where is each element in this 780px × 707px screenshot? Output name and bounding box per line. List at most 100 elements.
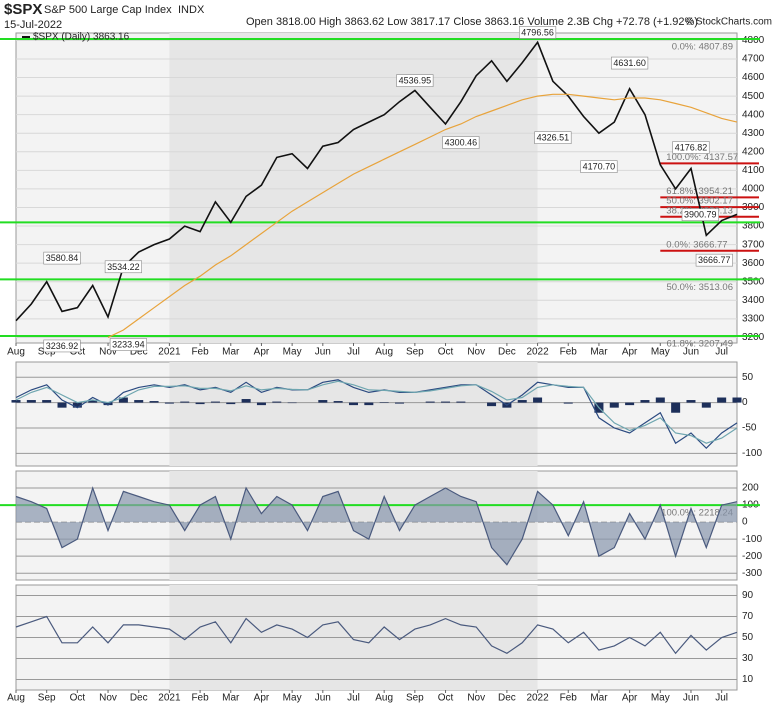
histogram-bar (88, 400, 98, 403)
x-tick-label: Sep (406, 347, 424, 358)
annotation: 4170.70 (583, 162, 616, 172)
y-tick-label: 4700 (742, 54, 765, 65)
histogram-bar (164, 402, 174, 404)
series-line (15, 40, 738, 322)
x-tick-label: Jul (347, 347, 360, 358)
fib-label: 61.8%: 3954.21 (666, 186, 733, 197)
annotation: 3236.92 (46, 341, 79, 351)
histogram-bar (333, 401, 343, 403)
series-area (16, 488, 737, 565)
x-tick-label: Sep (406, 693, 424, 704)
y-tick-label: 4200 (742, 146, 765, 157)
y-tick-label: 4100 (742, 165, 765, 176)
x-tick-label: 2021 (158, 693, 181, 704)
subtitle: S&P 500 Large Cap Index (44, 4, 172, 16)
annotation-box (104, 260, 142, 274)
x-tick-label: Apr (622, 347, 638, 358)
chart-title: $SPX (4, 1, 42, 18)
histogram-bar (379, 402, 389, 403)
histogram-bar (226, 402, 236, 405)
histogram-bar (701, 402, 711, 408)
histogram-bar (456, 401, 466, 403)
annotation-box (695, 253, 733, 267)
x-tick-label: Aug (7, 347, 25, 358)
x-tick-label: Nov (467, 347, 485, 358)
annotation: 4796.56 (521, 27, 554, 37)
x-tick-label: Feb (191, 347, 209, 358)
x-tick-label: Oct (438, 347, 454, 358)
histogram-bar (72, 402, 82, 408)
x-tick-label: 2022 (526, 693, 549, 704)
histogram-bar (348, 402, 358, 406)
x-tick-label: May (651, 347, 670, 358)
y-tick-label: -300 (742, 568, 762, 579)
x-tick-label: May (283, 693, 302, 704)
annotation-box (43, 251, 81, 265)
histogram-bar (686, 400, 696, 403)
y-tick-label: 0 (742, 397, 748, 408)
quote: Open 3818.00 High 3863.62 Low 3817.17 Cl… (246, 16, 698, 28)
x-tick-label: Apr (254, 347, 270, 358)
y-tick-label: 3800 (742, 221, 765, 232)
annotation: 3233.94 (112, 340, 145, 350)
x-tick-label: Dec (498, 693, 516, 704)
x-tick-label: Mar (590, 693, 608, 704)
annotation-box (519, 26, 557, 39)
y-tick-label: 3700 (742, 239, 765, 250)
histogram-bar (42, 400, 52, 403)
x-tick-label: Jul (715, 347, 728, 358)
fib-label: 50.0%: 3902.17 (666, 196, 733, 207)
x-tick-label: Feb (560, 693, 578, 704)
series-line (15, 380, 738, 444)
x-tick-label: Aug (375, 693, 393, 704)
histogram-bar (272, 401, 282, 403)
histogram-bar (487, 402, 497, 407)
annotation: 3900.79 (684, 210, 717, 220)
annotation-box (611, 56, 649, 70)
legend-label: $SPX (Daily) 3863.16 (33, 32, 130, 43)
fib-label: 100.0%: 4137.57 (666, 152, 738, 163)
histogram-bar (256, 402, 266, 406)
y-tick-label: 3500 (742, 276, 765, 287)
histogram-bar (517, 400, 527, 403)
y-tick-label: -100 (742, 534, 762, 545)
series-line (15, 486, 738, 566)
histogram-bar (11, 400, 21, 403)
y-tick-label: 4600 (742, 72, 765, 83)
histogram-bar (533, 397, 543, 403)
y-tick-label: 90 (742, 590, 754, 601)
y-tick-label: 200 (742, 483, 759, 494)
histogram-bar (26, 400, 36, 403)
histogram-bar (149, 401, 159, 403)
y-tick-label: 4400 (742, 109, 765, 120)
x-tick-label: Mar (222, 693, 240, 704)
histogram-bar (441, 401, 451, 403)
x-tick-label: Nov (467, 693, 485, 704)
y-tick-label: 0 (742, 517, 748, 528)
x-tick-label: Jun (315, 347, 331, 358)
x-tick-label: May (651, 693, 670, 704)
fib-label: 50.0%: 3513.06 (666, 282, 733, 293)
x-tick-label: Mar (590, 347, 608, 358)
x-tick-label: Aug (7, 693, 25, 704)
histogram-bar (134, 400, 144, 403)
x-tick-label: Sep (38, 693, 56, 704)
y-tick-label: 3300 (742, 314, 765, 325)
annotation-box (109, 338, 147, 351)
annotation-box (43, 339, 81, 353)
x-tick-label: Nov (99, 693, 117, 704)
histogram-bar (103, 402, 113, 406)
x-tick-label: Feb (191, 693, 209, 704)
x-tick-label: Jun (683, 347, 699, 358)
y-tick-label: 4300 (742, 128, 765, 139)
y-tick-label: 3200 (742, 332, 765, 343)
histogram-bar (655, 397, 665, 403)
annotation: 4176.82 (675, 142, 708, 152)
annotation: 3580.84 (46, 253, 79, 263)
histogram-bar (425, 401, 435, 403)
annotation-box (580, 160, 618, 173)
histogram-bar (318, 400, 328, 403)
histogram-bar (625, 402, 635, 406)
x-tick-label: Jul (347, 693, 360, 704)
